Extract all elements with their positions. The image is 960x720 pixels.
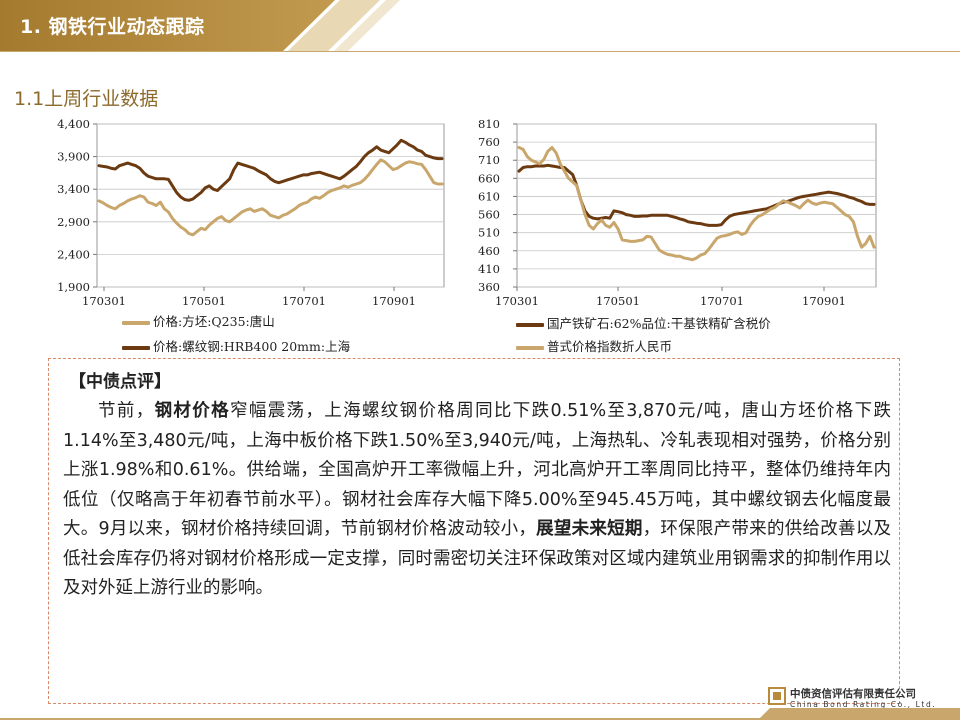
legend-label: 国产铁矿石:62%品位:干基铁精矿含税价 xyxy=(547,316,771,331)
x-tick-label: 170301 xyxy=(495,294,539,308)
x-tick-label: 170301 xyxy=(82,294,126,308)
footer-stripe xyxy=(0,708,960,720)
y-tick-label: 810 xyxy=(478,117,500,131)
y-tick-label: 3,400 xyxy=(57,182,90,196)
legend-item: 价格:方坯:Q235:唐山 xyxy=(122,314,275,330)
y-tick-label: 1,900 xyxy=(57,280,90,294)
y-tick-label: 360 xyxy=(478,280,500,294)
comment-text: ，环保限产带来的供给改善以及低社会库存仍将对钢材价格形成一定支撑，同时需密切关注… xyxy=(63,519,891,598)
legend-swatch xyxy=(122,320,150,325)
y-tick-label: 510 xyxy=(478,226,500,240)
series-line xyxy=(517,146,876,262)
series-line xyxy=(97,158,444,237)
company-name-cn: 中债资信评估有限责任公司 xyxy=(790,688,916,700)
section-title: 1.1上周行业数据 xyxy=(14,88,159,110)
page-title: 1. 钢铁行业动态跟踪 xyxy=(20,16,205,38)
legend-swatch xyxy=(516,322,544,327)
y-tick-label: 410 xyxy=(478,262,500,276)
x-tick-label: 170501 xyxy=(182,294,226,308)
legend-swatch xyxy=(122,345,150,350)
comment-box: 【中债点评】 节前，钢材价格窄幅震荡，上海螺纹钢价格周同比下跌0.51%至3,8… xyxy=(48,358,900,704)
legend-label: 价格:螺纹钢:HRB400 20mm:上海 xyxy=(153,339,351,354)
comment-text: 窄幅震荡，上海螺纹钢价格周同比下跌0.51%至3,870元/吨，唐山方坯价格下跌… xyxy=(63,401,892,539)
y-tick-label: 660 xyxy=(478,171,500,185)
legend-item: 国产铁矿石:62%品位:干基铁精矿含税价 xyxy=(516,316,771,332)
legend-item: 普式价格指数折人民币 xyxy=(516,339,672,355)
x-tick-label: 170901 xyxy=(372,294,416,308)
x-tick-label: 170701 xyxy=(700,294,744,308)
header-band xyxy=(0,0,960,52)
company-logo-icon xyxy=(768,687,786,705)
y-tick-label: 610 xyxy=(478,189,500,203)
comment-emphasis: 钢材价格 xyxy=(154,401,230,421)
series-line xyxy=(97,138,444,202)
y-tick-label: 460 xyxy=(478,244,500,258)
company-name-en: China Bond Rating Co., Ltd. xyxy=(790,700,937,709)
legend-label: 普式价格指数折人民币 xyxy=(547,339,673,354)
y-tick-label: 560 xyxy=(478,208,500,222)
y-tick-label: 2,900 xyxy=(57,215,90,229)
y-tick-label: 760 xyxy=(478,135,500,149)
comment-text: 节前， xyxy=(98,401,155,421)
comment-body: 节前，钢材价格窄幅震荡，上海螺纹钢价格周同比下跌0.51%至3,870元/吨，唐… xyxy=(63,397,891,604)
x-tick-label: 170901 xyxy=(802,294,846,308)
legend-item: 价格:螺纹钢:HRB400 20mm:上海 xyxy=(122,339,350,355)
y-tick-label: 710 xyxy=(478,153,500,167)
y-tick-label: 3,900 xyxy=(57,150,90,164)
legend-label: 价格:方坯:Q235:唐山 xyxy=(153,314,275,329)
comment-emphasis: 展望未来短期 xyxy=(536,519,643,539)
comment-heading: 【中债点评】 xyxy=(69,372,171,392)
y-tick-label: 2,400 xyxy=(57,247,90,261)
x-tick-label: 170701 xyxy=(282,294,326,308)
series-line xyxy=(517,163,876,227)
company-logo: 中债资信评估有限责任公司 China Bond Rating Co., Ltd. xyxy=(766,684,956,714)
legend-swatch xyxy=(516,345,544,350)
y-tick-label: 4,400 xyxy=(57,117,90,131)
plot-area xyxy=(516,123,877,288)
x-tick-label: 170501 xyxy=(596,294,640,308)
